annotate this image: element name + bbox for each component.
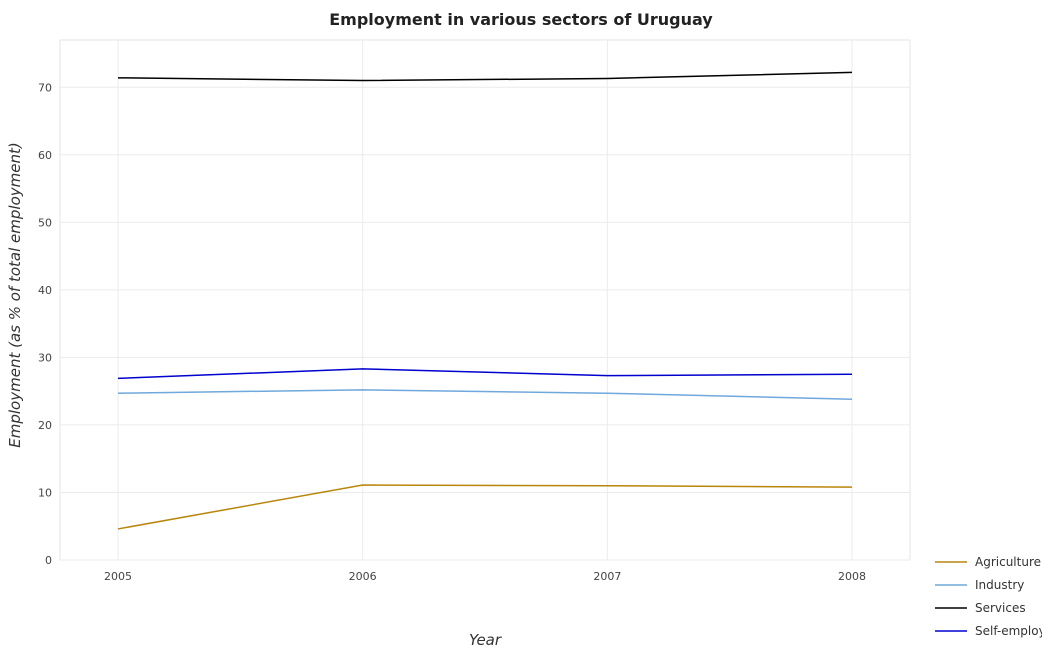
y-tick-label: 60 [38, 149, 52, 162]
series-line-services [117, 71, 853, 82]
y-tick-label: 20 [38, 419, 52, 432]
series-line-self-employed [117, 368, 853, 380]
y-tick-label: 30 [38, 351, 52, 364]
legend: Agriculture Industry Services Self-employed [935, 555, 1042, 638]
series-lines [117, 71, 853, 530]
x-tick-label: 2005 [104, 570, 132, 583]
series-line-industry [117, 389, 853, 401]
chart-title: Employment in various sectors of Uruguay [329, 10, 713, 29]
y-tick-label: 70 [38, 81, 52, 94]
plot-area [59, 39, 911, 561]
series-line-agriculture [117, 484, 853, 530]
y-axis-label: Employment (as % of total employment) [6, 142, 24, 447]
x-tick-label: 2008 [838, 570, 866, 583]
legend-label-self-employed: Self-employed [975, 624, 1042, 638]
x-tick-label: 2006 [349, 570, 377, 583]
y-tick-label: 40 [38, 284, 52, 297]
y-tick-label: 0 [45, 554, 52, 567]
legend-label-agriculture: Agriculture [975, 555, 1041, 569]
axes: 0 10 20 30 40 50 60 70 2005 2006 2007 2008 [38, 81, 866, 583]
y-tick-label: 50 [38, 216, 52, 229]
legend-label-industry: Industry [975, 578, 1024, 592]
legend-label-services: Services [975, 601, 1026, 615]
x-axis-label: Year [469, 631, 502, 649]
y-tick-label: 10 [38, 486, 52, 499]
gridlines [59, 39, 911, 561]
x-tick-label: 2007 [593, 570, 621, 583]
